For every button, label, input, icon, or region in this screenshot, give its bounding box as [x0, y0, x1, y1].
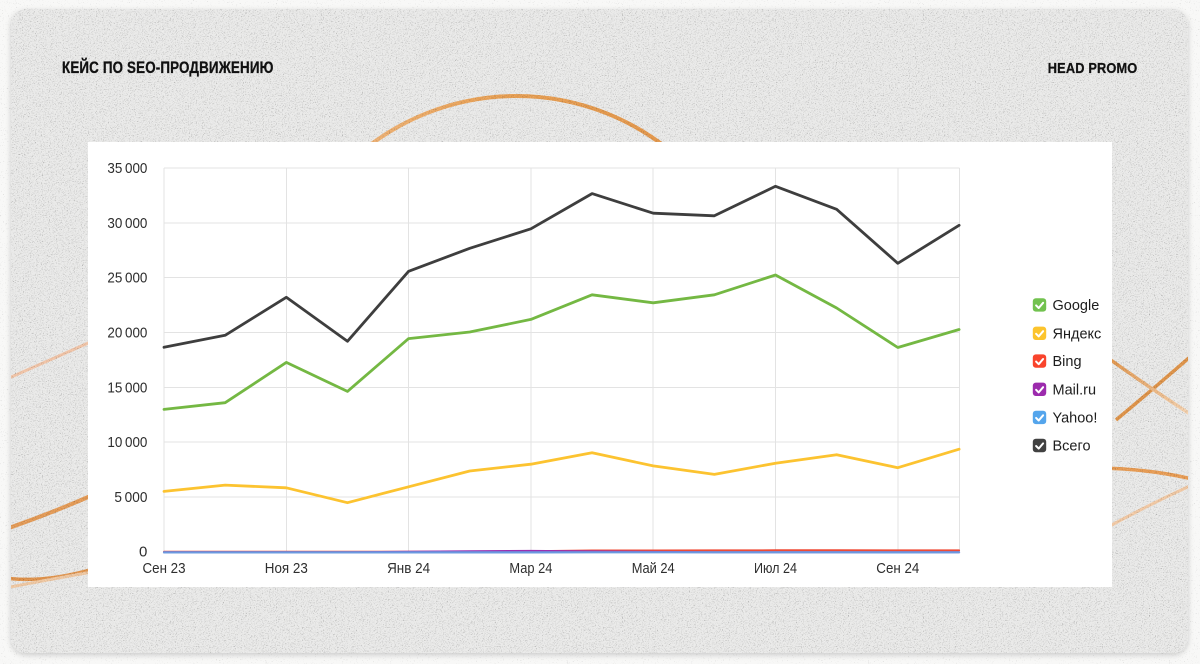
svg-text:Июл 24: Июл 24: [754, 561, 797, 577]
svg-text:25 000: 25 000: [107, 270, 147, 287]
svg-text:Май 24: Май 24: [632, 561, 675, 577]
svg-text:Янв 24: Янв 24: [387, 561, 430, 577]
svg-text:Google: Google: [1053, 298, 1100, 314]
svg-text:Ноя 23: Ноя 23: [265, 561, 308, 577]
svg-text:Bing: Bing: [1053, 354, 1082, 370]
svg-text:Yahoo!: Yahoo!: [1053, 410, 1098, 426]
svg-text:35 000: 35 000: [107, 160, 147, 177]
svg-text:10 000: 10 000: [107, 434, 147, 451]
svg-text:Сен 24: Сен 24: [876, 561, 919, 577]
svg-text:Сен 23: Сен 23: [143, 561, 186, 577]
svg-text:20 000: 20 000: [107, 325, 147, 342]
svg-text:15 000: 15 000: [107, 379, 147, 396]
svg-text:30 000: 30 000: [107, 215, 147, 232]
svg-text:Мар 24: Мар 24: [509, 561, 552, 577]
svg-text:5 000: 5 000: [114, 489, 147, 506]
svg-text:0: 0: [139, 544, 147, 561]
svg-text:Всего: Всего: [1053, 439, 1091, 455]
svg-text:Яндекс: Яндекс: [1053, 326, 1102, 342]
svg-text:Mail.ru: Mail.ru: [1053, 382, 1097, 398]
